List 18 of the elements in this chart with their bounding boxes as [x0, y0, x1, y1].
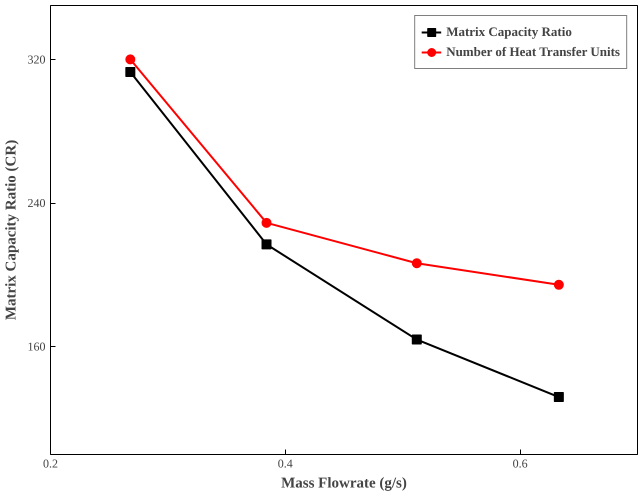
point — [125, 66, 136, 77]
point — [262, 218, 272, 228]
legend-label: Number of Heat Transfer Units — [446, 44, 620, 60]
point — [125, 54, 136, 64]
point — [554, 392, 564, 402]
point — [262, 239, 272, 250]
y-tick-label: 240 — [28, 196, 46, 210]
point — [554, 280, 564, 290]
legend-label: Matrix Capacity Ratio — [446, 24, 572, 40]
y-tick-label: 160 — [28, 340, 46, 354]
x-tick-label: 0.6 — [512, 456, 528, 470]
y-tick-label: 320 — [28, 52, 46, 66]
point — [412, 258, 422, 268]
x-axis-title: Mass Flowrate (g/s) — [281, 476, 407, 492]
y-axis-title: Matrix Capacity Ratio (CR) — [4, 140, 20, 320]
x-tick-label: 0.2 — [43, 456, 58, 470]
point — [412, 334, 422, 345]
x-tick-label: 0.4 — [278, 456, 293, 470]
